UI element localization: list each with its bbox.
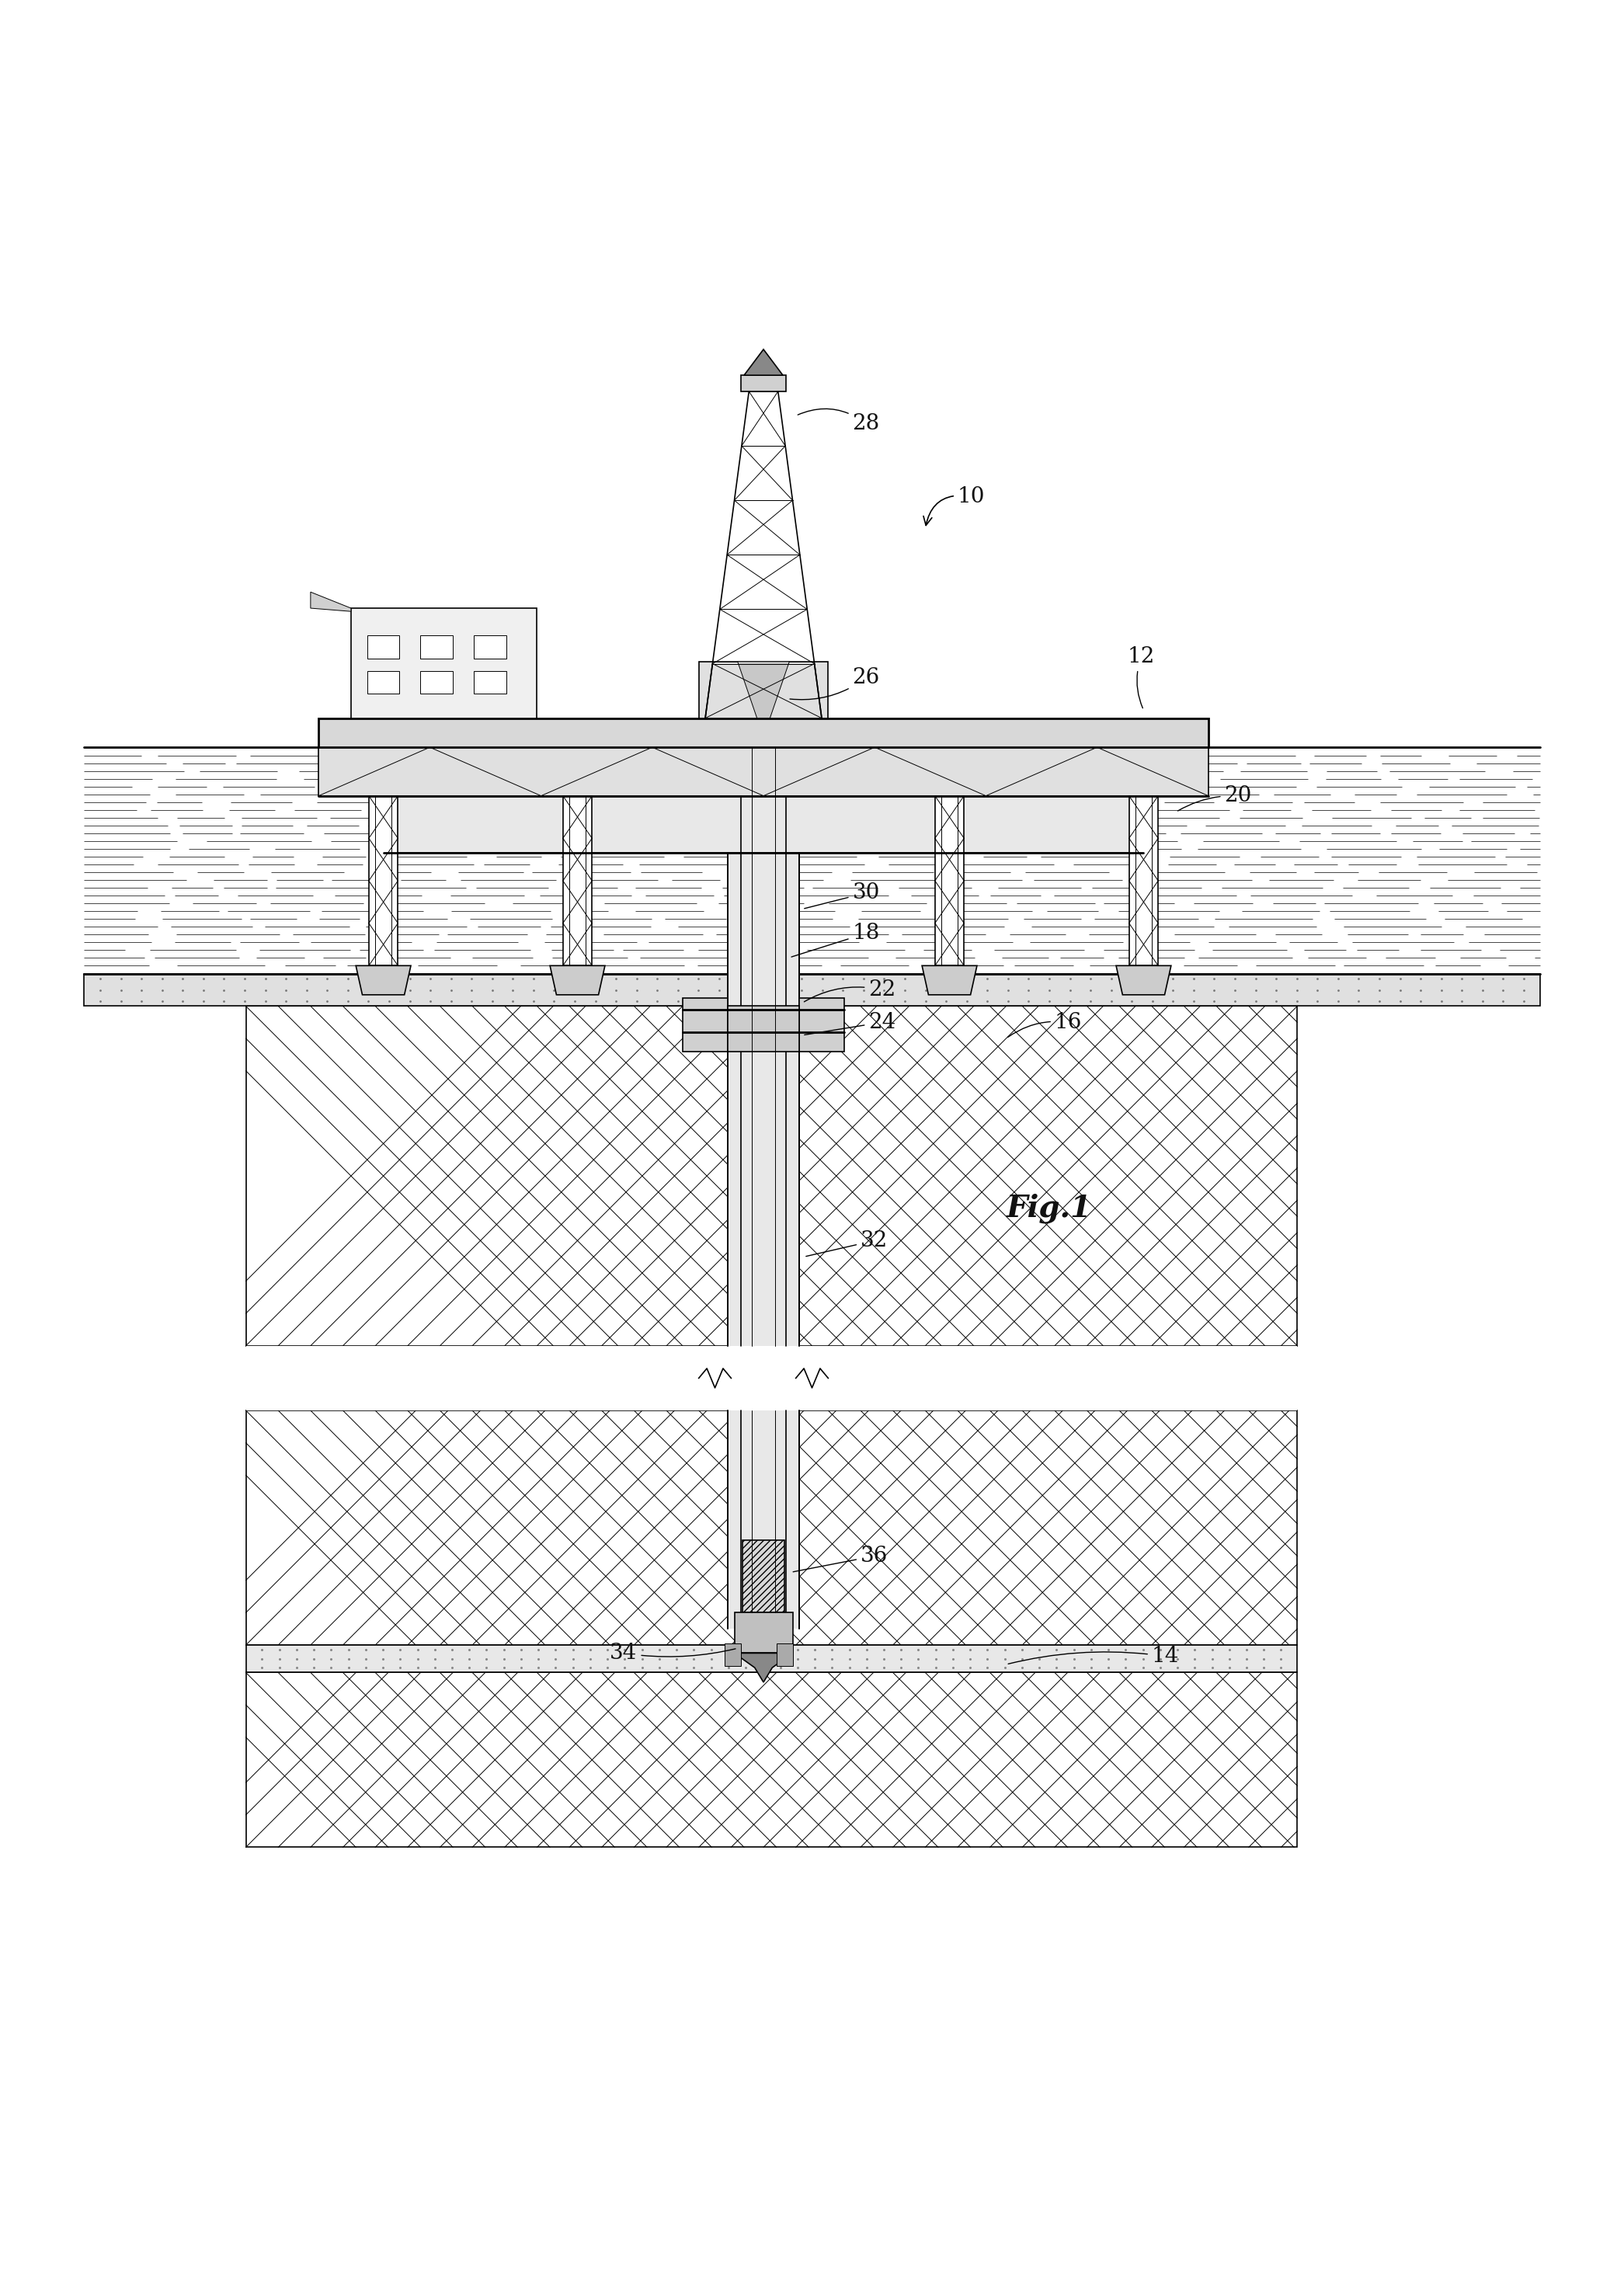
Text: 24: 24 bbox=[804, 1013, 896, 1036]
Bar bbox=[728, 1006, 799, 1051]
Text: Fig.1: Fig.1 bbox=[1007, 1192, 1091, 1224]
Text: 32: 32 bbox=[806, 1231, 888, 1256]
Polygon shape bbox=[744, 350, 783, 375]
Text: 26: 26 bbox=[789, 668, 880, 699]
Text: 10: 10 bbox=[924, 486, 986, 525]
Text: 16: 16 bbox=[1009, 1013, 1082, 1038]
Bar bbox=[935, 795, 965, 965]
Bar bbox=[741, 375, 786, 391]
Bar bbox=[245, 1410, 1298, 1644]
Bar bbox=[474, 636, 507, 659]
Bar bbox=[351, 609, 538, 718]
Bar bbox=[245, 1644, 1298, 1671]
Polygon shape bbox=[1116, 965, 1171, 995]
Bar bbox=[421, 636, 453, 659]
Bar bbox=[734, 1612, 793, 1653]
Bar bbox=[742, 1540, 784, 1612]
Polygon shape bbox=[776, 1644, 793, 1667]
Polygon shape bbox=[682, 997, 728, 1051]
Text: 34: 34 bbox=[609, 1642, 736, 1665]
Polygon shape bbox=[551, 965, 606, 995]
Polygon shape bbox=[922, 965, 978, 995]
Bar bbox=[698, 661, 828, 718]
Bar bbox=[728, 747, 799, 1006]
Bar bbox=[474, 672, 507, 695]
Bar bbox=[728, 1410, 799, 1628]
Bar bbox=[1129, 795, 1158, 965]
Polygon shape bbox=[356, 965, 411, 995]
Polygon shape bbox=[310, 593, 351, 611]
Bar bbox=[245, 1671, 1298, 1846]
Bar bbox=[367, 636, 400, 659]
Bar bbox=[369, 795, 398, 965]
Text: 14: 14 bbox=[1009, 1646, 1179, 1667]
Text: 36: 36 bbox=[793, 1547, 888, 1572]
Text: 22: 22 bbox=[804, 979, 896, 1002]
Bar bbox=[728, 1006, 799, 1347]
Bar bbox=[367, 672, 400, 695]
Bar bbox=[245, 1347, 1298, 1410]
Bar bbox=[383, 738, 1143, 852]
Text: 28: 28 bbox=[797, 409, 880, 434]
Bar bbox=[84, 747, 1540, 974]
Text: 20: 20 bbox=[1177, 786, 1252, 811]
Bar bbox=[421, 672, 453, 695]
Polygon shape bbox=[734, 1653, 793, 1683]
Bar bbox=[318, 718, 1208, 747]
Text: 12: 12 bbox=[1127, 647, 1155, 709]
Text: 30: 30 bbox=[804, 883, 880, 908]
Text: 18: 18 bbox=[791, 922, 880, 956]
Bar bbox=[564, 795, 593, 965]
Bar bbox=[318, 747, 1208, 795]
Polygon shape bbox=[724, 1644, 741, 1667]
Bar bbox=[84, 974, 1540, 1006]
Polygon shape bbox=[799, 997, 844, 1051]
Bar bbox=[245, 1006, 1298, 1347]
Polygon shape bbox=[737, 661, 789, 718]
